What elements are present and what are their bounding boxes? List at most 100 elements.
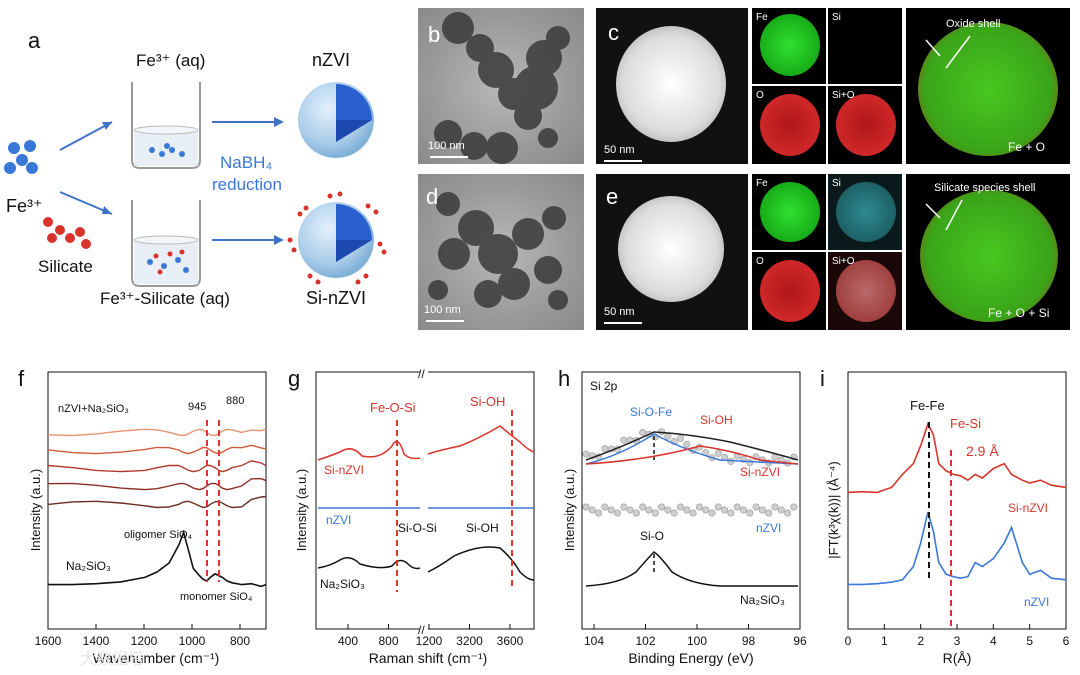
chart-h-nzvi-point	[651, 509, 659, 517]
chart-g: // // Intensity (a.u.) Raman shift (cm⁻¹…	[294, 367, 535, 666]
chart-g-si-nzvi-label: Si-nZVI	[324, 463, 364, 477]
chart-h-nzvi-point	[582, 503, 590, 511]
chart-h-nzvi-point	[595, 509, 603, 517]
x-tick-label: 2	[917, 634, 924, 648]
beaker-fe3	[131, 82, 201, 169]
nzvi-label: nZVI	[312, 50, 350, 70]
chart-g-break-bottom: //	[418, 623, 425, 637]
panel-c-o-label: O	[756, 90, 764, 101]
chart-h-fit-sio-fe	[585, 433, 799, 465]
si-nzvi-sphere	[287, 191, 387, 285]
chart-g-nzvi-label: nZVI	[326, 513, 351, 527]
chart-h-nzvi-point	[727, 509, 735, 517]
panel-e-o-label: O	[756, 256, 764, 267]
chart-h-nzvi-point	[739, 506, 747, 514]
panel-c-si-o-label: Si+O	[832, 90, 855, 101]
panel-c-overlay-map: Oxide shell Fe + O	[906, 8, 1070, 164]
x-tick-label: 1	[881, 634, 888, 648]
fe3-label: Fe³⁺	[6, 196, 43, 216]
x-tick-label: 3200	[456, 634, 483, 648]
chart-h-nzvi-point	[588, 506, 596, 514]
chart-h-data-points	[582, 428, 798, 517]
chart-h-nzvi-point	[695, 503, 703, 511]
silicate-label: Silicate	[38, 257, 93, 276]
chart-i-fesi-label: Fe-Si	[950, 416, 981, 431]
chart-h-xlabel: Binding Energy (eV)	[628, 650, 753, 666]
chart-h-nzvi-point	[790, 503, 798, 511]
panel-b-tem-image: b 100 nm	[418, 8, 584, 164]
panel-c-letter: c	[608, 20, 619, 45]
chart-h-nzvi-point	[639, 503, 647, 511]
chart-h-si-nzvi-point	[676, 434, 684, 442]
chart-h-nzvi-point	[676, 503, 684, 511]
chart-g-sioh2-label: Si-OH	[466, 521, 499, 535]
chart-h-nzvi-point	[702, 506, 710, 514]
chart-h-nzvi-point	[771, 503, 779, 511]
chart-h-nzvi-point	[626, 506, 634, 514]
chart-f-stacked-curve	[47, 444, 267, 455]
chart-i: |FT(k³χ(k))| (Å⁻⁴) R(Å) 0 1 2 3 4 5 6 Fe-Fe Fe…	[826, 371, 1070, 666]
chart-g-na2sio3-label: Na₂SiO₃	[320, 577, 365, 591]
fe3-silicate-aq-label: Fe³⁺-Silicate (aq)	[100, 289, 230, 308]
fe3-ion-cluster	[4, 140, 38, 174]
chart-h-si-nzvi-point	[664, 432, 672, 440]
chart-h-nzvi-point	[721, 506, 729, 514]
chart-h-si-nzvi-point	[714, 449, 722, 457]
chart-f: Intensity (a.u.) Wavenumber (cm⁻¹) 1600 1…	[28, 371, 267, 666]
chart-f-880-label: 880	[226, 395, 244, 407]
chart-f-stacked-curve	[47, 477, 267, 491]
panel-e-si-o-map: Si+O	[828, 252, 902, 330]
chart-f-nzvi-label: nZVI+Na₂SiO₃	[58, 403, 129, 415]
chart-i-nzvi-curve	[848, 511, 1067, 586]
x-tick-label: 3	[954, 634, 961, 648]
x-tick-label: 1200	[131, 634, 158, 648]
chart-h-sio-label: Si-O	[640, 529, 664, 543]
chart-h-nzvi-point	[714, 503, 722, 511]
x-tick-label: 6	[1063, 634, 1070, 648]
chart-g-na2sio3-curve	[317, 546, 535, 581]
chart-i-curves	[847, 421, 1067, 586]
panel-e-fe-label: Fe	[756, 178, 768, 189]
chart-h-nzvi-point	[683, 506, 691, 514]
chart-h-si-nzvi-point	[582, 450, 590, 458]
chart-h-xticks: 104 102 100 98 96	[584, 624, 807, 648]
panel-a-letter: a	[28, 28, 41, 53]
x-tick-label: 0	[845, 634, 852, 648]
nabh4-label: NaBH₄	[220, 153, 272, 172]
chart-i-xticks: 0 1 2 3 4 5 6	[845, 624, 1070, 648]
panel-d-scale-label: 100 nm	[424, 304, 461, 316]
chart-h-nzvi-point	[607, 506, 615, 514]
chart-h-nzvi-point	[613, 509, 621, 517]
chart-h-si-nzvi-point	[639, 429, 647, 437]
panel-c-overlay-label: Fe + O	[1008, 140, 1046, 154]
chart-h-si-nzvi-point	[601, 445, 609, 453]
spectra-charts: f g h i Intensity (a.u.) Wavenumber (cm⁻…	[18, 366, 1070, 668]
x-tick-label: 4	[990, 634, 997, 648]
x-tick-label: 5	[1026, 634, 1033, 648]
chart-f-stacked-curve	[47, 460, 267, 473]
fe3-aq-label: Fe³⁺ (aq)	[136, 51, 205, 70]
panel-f-letter: f	[18, 366, 25, 391]
x-tick-label: 800	[230, 634, 250, 648]
chart-h-nzvi-point	[670, 509, 678, 517]
chart-g-xticks: 400 800 1200 3200 3600	[338, 624, 524, 648]
chart-g-xlabel: Raman shift (cm⁻¹)	[369, 650, 488, 666]
panel-d-tem-image: d 100 nm	[418, 174, 584, 330]
x-tick-label: 800	[378, 634, 398, 648]
panel-c-si-map: Si	[828, 8, 902, 84]
panel-d-letter: d	[426, 184, 439, 209]
chart-h: Si 2p Intensity (a.u.) Binding Energy (e…	[562, 371, 807, 666]
nzvi-sphere	[298, 82, 374, 158]
chart-h-nzvi-point	[664, 506, 672, 514]
chart-i-si-nzvi-label: Si-nZVI	[1008, 501, 1048, 515]
chart-h-ylabel: Intensity (a.u.)	[562, 469, 577, 551]
panel-c-scale-label: 50 nm	[604, 144, 635, 156]
panel-e-letter: e	[606, 184, 619, 209]
chart-h-nzvi-label: nZVI	[756, 521, 781, 535]
chart-g-si-nzvi-curve	[317, 425, 535, 461]
panel-e-si-map: Si	[828, 174, 902, 250]
panel-a-schematic: a Fe³⁺ Silicate Fe³⁺ (aq) Fe³⁺-Silicate …	[4, 28, 387, 308]
chart-f-xlabel: Wavenumber (cm⁻¹)	[93, 650, 220, 666]
chart-i-xlabel: R(Å)	[943, 650, 972, 666]
chart-f-oligomer-label: oligomer SiO₄	[124, 529, 193, 541]
